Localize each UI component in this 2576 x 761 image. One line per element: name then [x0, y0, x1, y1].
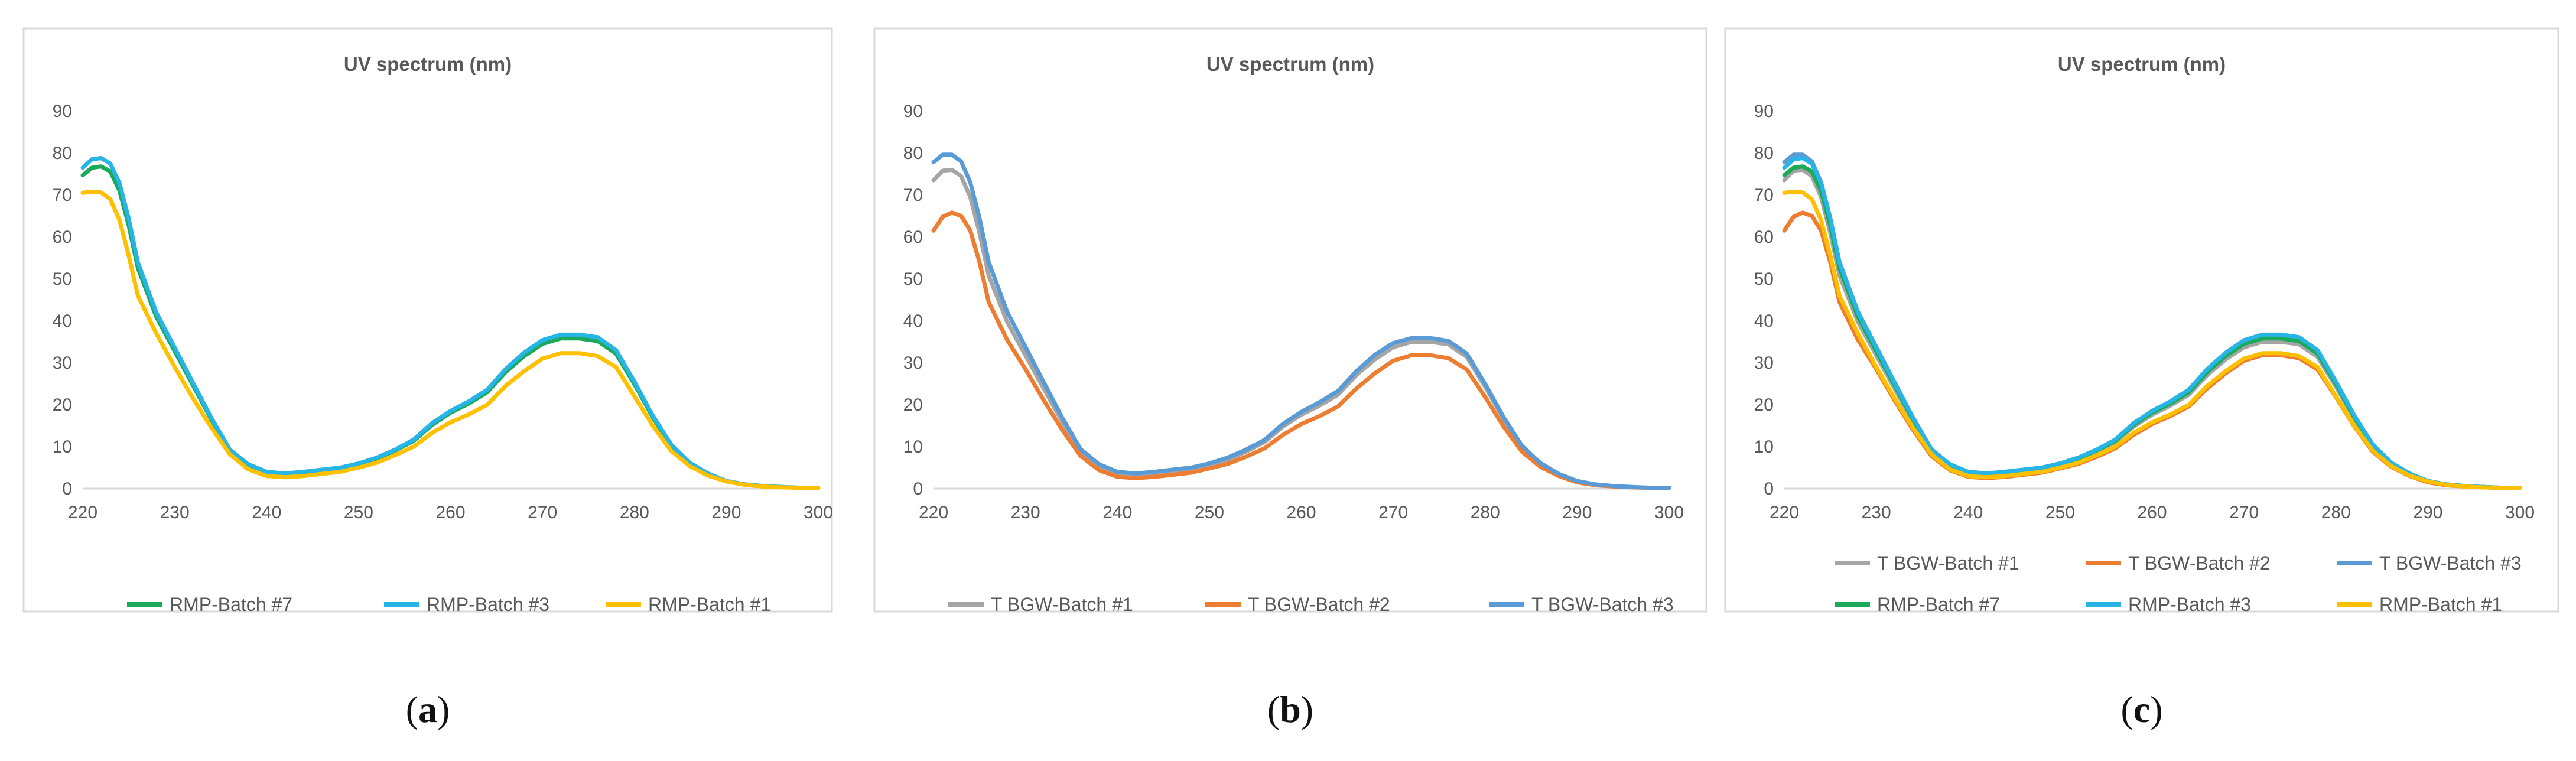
x-tick-label: 280: [2321, 503, 2351, 522]
y-tick-label: 0: [62, 479, 72, 499]
legend-label: RMP-Batch #1: [648, 594, 771, 615]
x-tick-label: 290: [1562, 503, 1592, 522]
y-tick-label: 70: [53, 186, 72, 205]
y-tick-label: 30: [53, 353, 72, 373]
y-tick-label: 10: [53, 437, 72, 457]
legend-label: RMP-Batch #1: [2379, 594, 2502, 615]
x-tick-label: 300: [2505, 503, 2535, 522]
x-tick-label: 270: [1378, 503, 1408, 522]
y-tick-label: 40: [53, 311, 72, 331]
panel-caption: (c): [2120, 688, 2162, 730]
caption-letter: a: [418, 688, 437, 730]
x-tick-label: 270: [528, 503, 557, 522]
series-line-3: [80, 189, 821, 490]
legend-label: T BGW-Batch #2: [1248, 594, 1390, 615]
x-tick-label: 260: [1286, 503, 1316, 522]
x-tick-label: 230: [160, 503, 190, 522]
x-tick-label: 280: [1471, 503, 1500, 522]
panel-caption: (b): [1267, 688, 1313, 730]
series-line-6: [1782, 189, 2522, 490]
y-tick-label: 20: [53, 395, 72, 415]
legend-label: T BGW-Batch #3: [2379, 552, 2522, 574]
y-tick-label: 70: [1754, 186, 1774, 205]
y-tick-label: 60: [1754, 227, 1774, 247]
x-tick-label: 300: [1654, 503, 1684, 522]
caption-close-paren: ): [2150, 688, 2162, 730]
legend-label: T BGW-Batch #3: [1531, 594, 1674, 615]
x-tick-label: 250: [2045, 503, 2075, 522]
y-tick-label: 10: [903, 437, 923, 457]
chart-panel-c: UV spectrum (nm) 0 10 20 30 40 50 60 70 80 90 220 23…: [1724, 27, 2559, 730]
chart-title: UV spectrum (nm): [1206, 53, 1374, 75]
caption-open-paren: (: [2120, 688, 2133, 730]
x-tick-label: 300: [804, 503, 833, 522]
x-tick-label: 230: [1011, 503, 1040, 522]
x-tick-label: 290: [2413, 503, 2442, 522]
caption-letter: b: [1280, 688, 1301, 730]
x-tick-label: 240: [1102, 503, 1132, 522]
y-tick-label: 30: [1754, 353, 1774, 373]
y-tick-label: 40: [1754, 311, 1774, 331]
caption-letter: c: [2133, 688, 2150, 730]
caption-close-paren: ): [1301, 688, 1313, 730]
y-tick-label: 10: [1754, 437, 1774, 457]
legend-label: T BGW-Batch #1: [1877, 552, 2019, 574]
y-tick-label: 40: [903, 311, 923, 331]
legend-label: RMP-Batch #7: [1877, 594, 2000, 615]
series-line-2: [80, 156, 821, 490]
y-tick-label: 50: [903, 269, 923, 289]
y-tick-label: 50: [53, 269, 72, 289]
chart-frame: [22, 27, 833, 613]
x-tick-label: 260: [435, 503, 465, 522]
legend-label: T BGW-Batch #2: [2128, 552, 2271, 574]
x-tick-label: 240: [1953, 503, 1983, 522]
caption-close-paren: ): [437, 688, 450, 730]
y-tick-label: 30: [903, 353, 923, 373]
x-tick-label: 290: [711, 503, 741, 522]
y-tick-label: 0: [913, 479, 923, 499]
y-tick-label: 50: [1754, 269, 1774, 289]
series-line-3: [931, 152, 1671, 490]
x-tick-label: 220: [68, 503, 97, 522]
chart-title: UV spectrum (nm): [344, 53, 512, 75]
y-tick-label: 60: [53, 227, 72, 247]
series-line-5: [1782, 156, 2522, 490]
y-tick-label: 90: [1754, 102, 1774, 121]
x-tick-label: 230: [1862, 503, 1891, 522]
x-tick-label: 250: [1195, 503, 1224, 522]
chart-panel-b: UV spectrum (nm) 0 10 20 30 40 50 60 70 80 90 220 23…: [873, 27, 1707, 730]
y-tick-label: 20: [1754, 395, 1774, 415]
legend-label: RMP-Batch #3: [2128, 594, 2251, 615]
y-tick-label: 80: [53, 144, 72, 163]
x-tick-label: 220: [1770, 503, 1799, 522]
x-tick-label: 250: [344, 503, 373, 522]
chart-title: UV spectrum (nm): [2058, 53, 2226, 75]
legend-label: RMP-Batch #7: [170, 594, 292, 615]
y-tick-label: 90: [903, 102, 923, 121]
legend-label: RMP-Batch #3: [427, 594, 549, 615]
x-tick-label: 260: [2137, 503, 2167, 522]
series-line-2: [931, 210, 1671, 490]
panel-caption: (a): [406, 688, 450, 730]
x-tick-label: 220: [919, 503, 948, 522]
y-tick-label: 90: [53, 102, 72, 121]
x-tick-label: 270: [2229, 503, 2259, 522]
y-tick-label: 70: [903, 186, 923, 205]
y-tick-label: 80: [1754, 144, 1774, 163]
caption-open-paren: (: [406, 688, 418, 730]
legend-label: T BGW-Batch #1: [991, 594, 1133, 615]
y-tick-label: 60: [903, 227, 923, 247]
y-tick-label: 20: [903, 395, 923, 415]
chart-panel-a: UV spectrum (nm) 0 10 20 30 40 50 60 70 80 90 220 23…: [22, 27, 833, 730]
x-tick-label: 280: [620, 503, 649, 522]
caption-open-paren: (: [1267, 688, 1280, 730]
y-tick-label: 0: [1764, 479, 1774, 499]
x-tick-label: 240: [252, 503, 281, 522]
y-tick-label: 80: [903, 144, 923, 163]
chart-frame: [873, 27, 1707, 613]
